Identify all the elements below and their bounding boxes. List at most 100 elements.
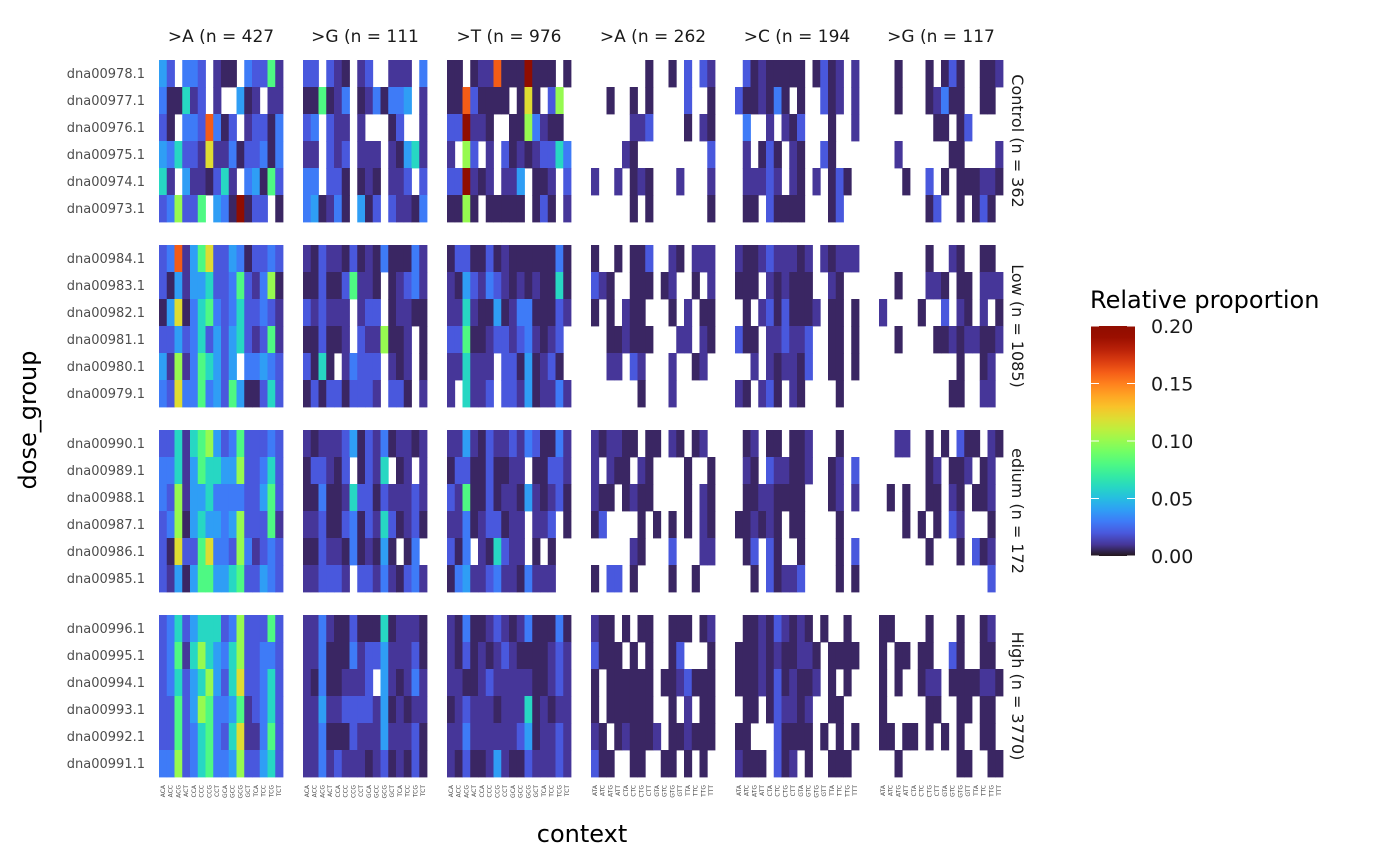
heatmap-cell xyxy=(244,87,253,115)
heatmap-cell xyxy=(478,642,487,670)
heatmap-cell xyxy=(190,245,199,273)
heatmap-cell xyxy=(174,484,183,512)
heatmap-cell xyxy=(547,696,556,724)
heatmap-cell xyxy=(699,538,708,566)
heatmap-cell xyxy=(812,299,821,327)
heatmap-cell xyxy=(501,723,510,751)
heatmap-cell xyxy=(979,299,988,327)
heatmap-cell xyxy=(403,141,412,169)
heatmap-cell xyxy=(403,380,412,408)
heatmap-cell xyxy=(259,141,268,169)
heatmap-cell xyxy=(365,565,374,593)
heatmap-cell xyxy=(419,430,428,458)
heatmap-cell xyxy=(470,565,479,593)
heatmap-cell xyxy=(372,696,381,724)
heatmap-cell xyxy=(244,696,253,724)
heatmap-cell xyxy=(629,750,638,778)
heatmap-cell xyxy=(174,457,183,485)
heatmap-cell xyxy=(326,245,335,273)
heatmap-cell xyxy=(972,484,981,512)
heatmap-cell xyxy=(735,326,744,354)
heatmap-cell xyxy=(318,538,327,566)
heatmap-cell xyxy=(349,380,358,408)
heatmap-cell xyxy=(380,326,389,354)
heatmap-cell xyxy=(205,299,214,327)
heatmap-cell xyxy=(462,195,471,223)
heatmap-cell xyxy=(699,696,708,724)
heatmap-cell xyxy=(205,141,214,169)
heatmap-cell xyxy=(228,565,237,593)
heatmap-cell xyxy=(773,60,782,88)
heatmap-cell xyxy=(645,457,654,485)
heatmap-cell xyxy=(182,353,191,381)
heatmap-cell xyxy=(462,565,471,593)
heatmap-cell xyxy=(221,511,230,539)
heatmap-cell xyxy=(828,642,837,670)
heatmap-cell xyxy=(773,723,782,751)
heatmap-cell xyxy=(470,380,479,408)
heatmap-cell xyxy=(447,457,456,485)
heatmap-cell xyxy=(372,430,381,458)
heatmap-cell xyxy=(789,723,798,751)
heatmap-cell xyxy=(334,723,343,751)
heatmap-cell xyxy=(485,195,494,223)
heatmap-cell xyxy=(197,299,206,327)
heatmap-cell xyxy=(197,565,206,593)
heatmap-cell xyxy=(221,750,230,778)
heatmap-cell xyxy=(310,380,319,408)
heatmap-cell xyxy=(462,245,471,273)
heatmap-cell xyxy=(334,60,343,88)
heatmap-cell xyxy=(637,380,646,408)
context-tick-label: ATT xyxy=(903,785,910,796)
heatmap-cell xyxy=(419,380,428,408)
heatmap-cell xyxy=(326,114,335,142)
heatmap-cell xyxy=(334,245,343,273)
heatmap-cell xyxy=(851,642,860,670)
heatmap-cell xyxy=(493,326,502,354)
heatmap-cell xyxy=(493,615,502,643)
heatmap-cell xyxy=(388,565,397,593)
heatmap-cell xyxy=(797,696,806,724)
heatmap-cell xyxy=(797,723,806,751)
heatmap-cell xyxy=(750,511,759,539)
heatmap-cell xyxy=(629,299,638,327)
heatmap-cell xyxy=(956,669,965,697)
heatmap-cell xyxy=(547,326,556,354)
heatmap-cell xyxy=(365,615,374,643)
heatmap-cell xyxy=(341,272,350,300)
heatmap-cell xyxy=(365,457,374,485)
heatmap-cell xyxy=(509,696,518,724)
heatmap-cell xyxy=(820,87,829,115)
heatmap-cell xyxy=(462,484,471,512)
heatmap-cell xyxy=(902,511,911,539)
heatmap-cell xyxy=(334,642,343,670)
legend-tick-label: 0.00 xyxy=(1151,546,1193,568)
heatmap-cell xyxy=(516,511,525,539)
heatmap-cell xyxy=(532,430,541,458)
heatmap-cell xyxy=(470,511,479,539)
heatmap-cell xyxy=(159,195,168,223)
heatmap-cell xyxy=(797,511,806,539)
heatmap-cell xyxy=(447,750,456,778)
heatmap-cell xyxy=(956,168,965,196)
heatmap-cell xyxy=(879,723,888,751)
context-tick-label: GCC xyxy=(230,785,237,798)
heatmap-cell xyxy=(547,669,556,697)
heatmap-cell xyxy=(310,195,319,223)
heatmap-cell xyxy=(532,299,541,327)
heatmap-cell xyxy=(419,565,428,593)
heatmap-cell xyxy=(547,538,556,566)
heatmap-cell xyxy=(501,565,510,593)
heatmap-cell xyxy=(244,141,253,169)
heatmap-cell xyxy=(419,750,428,778)
heatmap-cell xyxy=(462,87,471,115)
heatmap-cell xyxy=(259,245,268,273)
heatmap-cell xyxy=(742,457,751,485)
heatmap-cell xyxy=(326,353,335,381)
heatmap-cell xyxy=(766,272,775,300)
heatmap-cell xyxy=(396,168,405,196)
heatmap-cell xyxy=(524,272,533,300)
heatmap-cell xyxy=(555,141,564,169)
heatmap-cell xyxy=(310,669,319,697)
legend-tick-label: 0.10 xyxy=(1151,431,1193,453)
